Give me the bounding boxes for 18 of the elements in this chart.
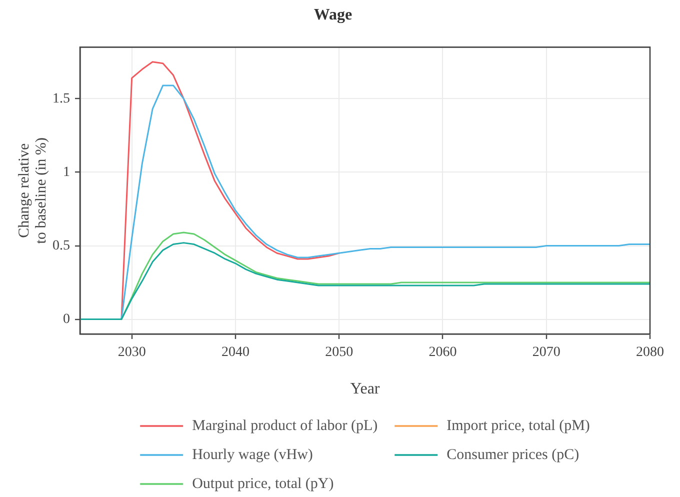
y-tick-label: 0 bbox=[63, 312, 70, 327]
x-tick-label: 2080 bbox=[636, 345, 664, 360]
y-tick-label: 1 bbox=[63, 164, 70, 180]
x-tick-label: 2060 bbox=[428, 345, 457, 360]
legend-label: Hourly wage (vHw) bbox=[192, 446, 313, 463]
legend-label: Marginal product of labor (pL) bbox=[192, 418, 378, 434]
x-tick-label: 2040 bbox=[221, 345, 250, 360]
y-tick-label: 1.5 bbox=[52, 91, 70, 106]
x-tick-label: 2050 bbox=[325, 345, 354, 360]
chart-title: Wage bbox=[314, 6, 352, 24]
y-tick-label: 0.5 bbox=[52, 238, 70, 254]
x-tick-label: 2030 bbox=[118, 345, 146, 360]
legend-label: Import price, total (pM) bbox=[446, 418, 590, 434]
x-axis-title: Year bbox=[350, 380, 380, 398]
legend-label: Output price, total (pY) bbox=[192, 476, 334, 492]
y-axis-title: Change relative to baseline (in %) bbox=[16, 137, 50, 244]
x-tick-label: 2070 bbox=[532, 345, 560, 360]
legend-label: Consumer prices (pC) bbox=[446, 446, 580, 463]
